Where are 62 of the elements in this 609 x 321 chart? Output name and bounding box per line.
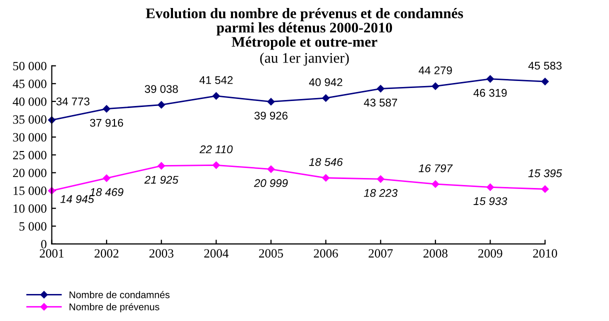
y-tick-label: 20 000 — [13, 168, 46, 178]
data-label: 22 110 — [200, 145, 233, 154]
point — [322, 174, 330, 182]
x-tick-label: 2004 — [204, 249, 228, 258]
chart-subtitle: (au 1er janvier) — [260, 52, 349, 66]
y-tick-label: 45 000 — [12, 80, 46, 88]
point — [322, 94, 330, 102]
data-label: 40 942 — [309, 78, 342, 86]
data-label: 21 925 — [144, 176, 178, 184]
data-label: 15 933 — [474, 197, 508, 206]
point — [486, 184, 494, 191]
y-tick-label: 10 000 — [14, 204, 46, 213]
data-label: 46 319 — [474, 88, 507, 97]
data-label: 16 797 — [418, 164, 453, 172]
point — [267, 166, 275, 173]
point — [541, 185, 549, 193]
point — [376, 85, 384, 92]
data-label: 39 038 — [144, 85, 178, 93]
point — [212, 162, 220, 169]
data-label: 14 945 — [60, 195, 94, 204]
legend-label: Nombre de condamnés — [70, 290, 170, 298]
data-label: 15 395 — [528, 169, 562, 178]
data-label: 18 546 — [309, 158, 343, 166]
chart-title: Evolution du nombre de prévenus et de condamnés parmi les détenus 2000-2010 Métropole et outre-mer — [146, 8, 464, 50]
point — [158, 162, 166, 170]
x-tick-label: 2009 — [478, 249, 502, 258]
y-tick-label: 5 000 — [20, 222, 46, 231]
data-label: 18 223 — [364, 189, 398, 197]
y-tick-label: 15 000 — [14, 186, 46, 195]
x-tick-label: 2002 — [94, 249, 118, 258]
point — [102, 174, 110, 182]
x-tick-label: 2001 — [40, 249, 64, 258]
data-label: 20 999 — [254, 179, 288, 188]
point — [541, 78, 549, 86]
x-tick-label: 2008 — [423, 249, 448, 258]
x-tick-label: 2007 — [368, 249, 393, 258]
data-label: 44 279 — [418, 66, 452, 74]
y-tick-label: 25 000 — [13, 150, 46, 160]
x-tick-label: 2010 — [533, 249, 558, 258]
data-label: 41 542 — [199, 76, 233, 84]
point — [376, 175, 384, 183]
y-tick-label: 0 — [41, 240, 46, 248]
point — [432, 180, 440, 188]
data-label: 39 926 — [254, 112, 288, 120]
x-tick-label: 2003 — [149, 249, 174, 258]
legend-label: Nombre de prévenus — [70, 303, 160, 312]
x-tick-label: 2005 — [259, 249, 284, 258]
data-label: 34 773 — [56, 97, 90, 106]
point — [212, 92, 220, 100]
x-tick-label: 2006 — [314, 249, 338, 258]
y-tick-label: 35 000 — [13, 115, 46, 124]
point — [102, 105, 110, 113]
data-label: 45 583 — [528, 62, 562, 70]
y-tick-label: 40 000 — [12, 97, 46, 106]
point — [432, 82, 440, 90]
y-tick-label: 50 000 — [13, 62, 46, 70]
point — [267, 98, 275, 106]
point — [486, 75, 494, 83]
y-tick-label: 30 000 — [13, 133, 46, 142]
data-label: 37 916 — [90, 118, 124, 127]
point — [158, 101, 166, 109]
data-label: 43 587 — [364, 98, 398, 107]
